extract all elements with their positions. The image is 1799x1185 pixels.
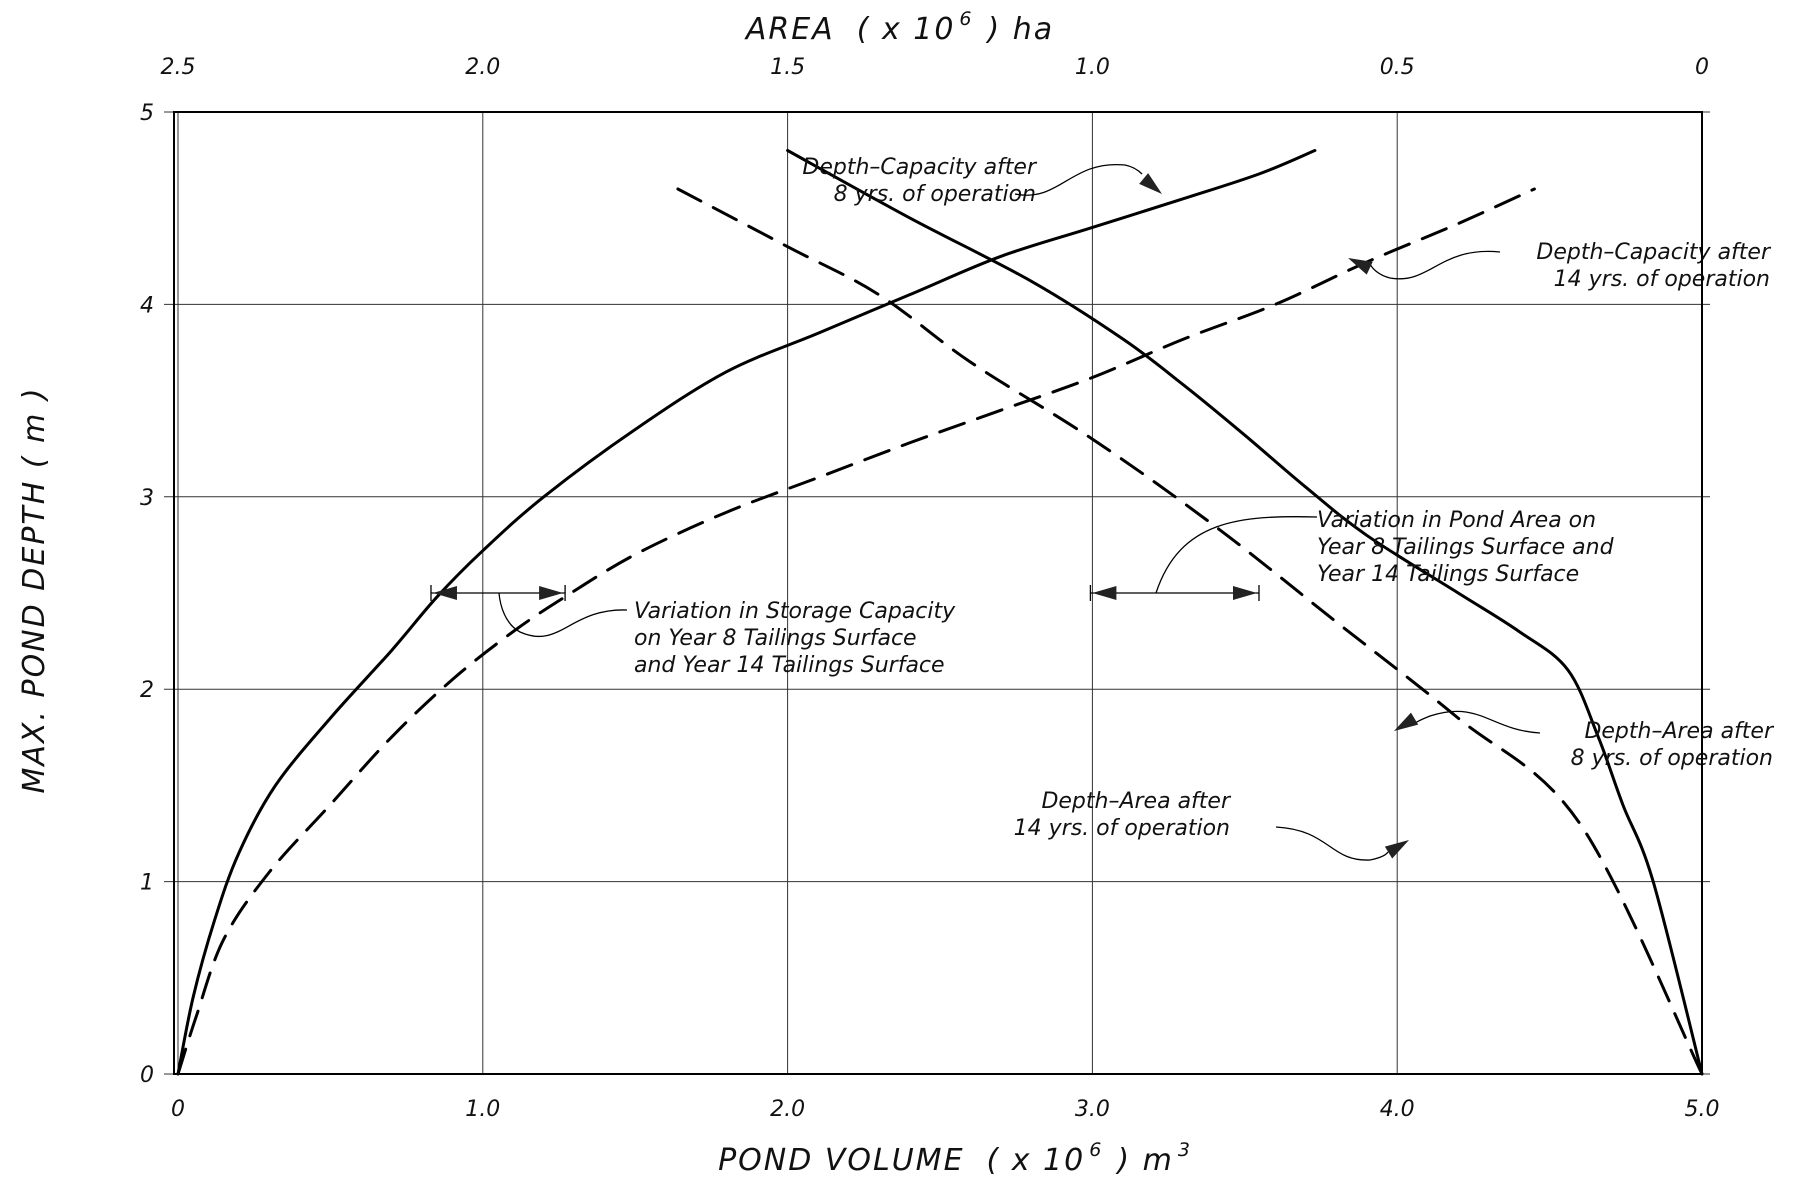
- label-depth-area-year14: Depth–Area after 14 yrs. of operation: [1014, 789, 1232, 841]
- annotation-line: Depth–Capacity after: [1536, 240, 1772, 265]
- x-axis-label: POND VOLUME: [718, 1143, 964, 1178]
- label-depth-capacity-year14: Depth–Capacity after 14 yrs. of operation: [1536, 240, 1772, 292]
- arrowhead: [1348, 258, 1373, 275]
- arrowhead: [539, 586, 564, 600]
- area-variation-marker: [1089, 585, 1260, 601]
- annotation-line: and Year 14 Tailings Surface: [634, 653, 945, 678]
- label-pond-area-variation: Variation in Pond Area on Year 8 Tailings…: [1317, 508, 1615, 587]
- arrowhead: [1384, 840, 1409, 859]
- x2-axis-title: AREA ( x 10 6 ) ha: [744, 8, 1054, 47]
- x2-tick-label: 1.5: [770, 55, 805, 80]
- y-tick-label: 5: [140, 101, 154, 126]
- x-axis-unit: ) m: [1115, 1143, 1173, 1178]
- x-tick-label: 3.0: [1075, 1097, 1110, 1122]
- x2-tick-label: 2.0: [465, 55, 500, 80]
- depth-area-year8-curve: [786, 149, 1704, 1076]
- leader-line: [1155, 516, 1318, 594]
- x-axis-exponent: 6: [1089, 1139, 1103, 1161]
- curves: [176, 149, 1704, 1076]
- depth-capacity-year14-curve: [176, 187, 1536, 1076]
- x2-axis-multiplier: ( x 10: [857, 12, 956, 47]
- leader-line: [1413, 710, 1541, 734]
- x-tick-label: 4.0: [1380, 1097, 1415, 1122]
- grid: [164, 111, 1710, 1075]
- y-axis-title: MAX. POND DEPTH ( m ): [17, 386, 52, 793]
- arrowhead: [432, 586, 457, 600]
- x-axis-multiplier: ( x 10: [987, 1143, 1086, 1178]
- annotation-line: 14 yrs. of operation: [1554, 267, 1770, 292]
- annotation-line: Variation in Pond Area on: [1317, 508, 1596, 533]
- x-tick-label: 0: [171, 1097, 185, 1122]
- annotation-line: 14 yrs. of operation: [1014, 816, 1230, 841]
- label-depth-area-year8: Depth–Area after 8 yrs. of operation: [1571, 719, 1775, 771]
- y-tick-label: 2: [140, 678, 154, 703]
- arrowhead: [1232, 586, 1257, 600]
- annotation-line: Depth–Area after: [1584, 719, 1775, 744]
- annotation-line: Depth–Area after: [1041, 789, 1232, 814]
- annotation-line: 8 yrs. of operation: [1571, 746, 1773, 771]
- annotation-line: Depth–Capacity after: [802, 155, 1038, 180]
- x2-tick-label: 0: [1695, 55, 1709, 80]
- depth-capacity-year8-curve: [176, 149, 1317, 1076]
- annotation-line: Variation in Storage Capacity: [634, 599, 956, 624]
- y-tick-label: 0: [140, 1063, 154, 1088]
- label-depth-capacity-year8: Depth–Capacity after 8 yrs. of operation: [802, 155, 1038, 207]
- y-tick-label: 3: [140, 486, 154, 511]
- arrowhead: [1394, 712, 1419, 731]
- x-axis-unit-exponent: 3: [1178, 1139, 1192, 1161]
- annotation-line: Year 14 Tailings Surface: [1317, 562, 1579, 587]
- annotations: Depth–Capacity after 8 yrs. of operationD…: [430, 155, 1775, 861]
- x2-tick-label: 2.5: [161, 55, 196, 80]
- x2-tick-label: 0.5: [1380, 55, 1415, 80]
- x-tick-label: 5.0: [1685, 1097, 1720, 1122]
- x-tick-label: 2.0: [770, 1097, 805, 1122]
- y-tick-label: 1: [140, 871, 154, 896]
- leader-line: [1275, 826, 1389, 861]
- label-storage-capacity-variation: Variation in Storage Capacity on Year 8 T…: [634, 599, 956, 678]
- capacity-variation-marker: [430, 585, 566, 601]
- arrowhead: [1092, 586, 1117, 600]
- x2-axis-label: AREA: [744, 12, 835, 47]
- y-tick-label: 4: [140, 293, 154, 318]
- leader-line: [1014, 164, 1143, 196]
- leader-line: [1369, 250, 1501, 280]
- annotation-line: Year 8 Tailings Surface and: [1317, 535, 1615, 560]
- leader-line: [498, 592, 628, 638]
- x2-tick-label: 1.0: [1075, 55, 1110, 80]
- x-tick-label: 1.0: [465, 1097, 500, 1122]
- plot-frame: [173, 111, 1703, 1075]
- annotation-line: on Year 8 Tailings Surface: [634, 626, 917, 651]
- annotation-line: 8 yrs. of operation: [834, 182, 1036, 207]
- depth-area-year14-curve: [676, 187, 1704, 1076]
- x2-axis-unit: ) ha: [986, 12, 1055, 47]
- arrowhead: [1139, 173, 1162, 194]
- x2-axis-exponent: 6: [959, 8, 973, 30]
